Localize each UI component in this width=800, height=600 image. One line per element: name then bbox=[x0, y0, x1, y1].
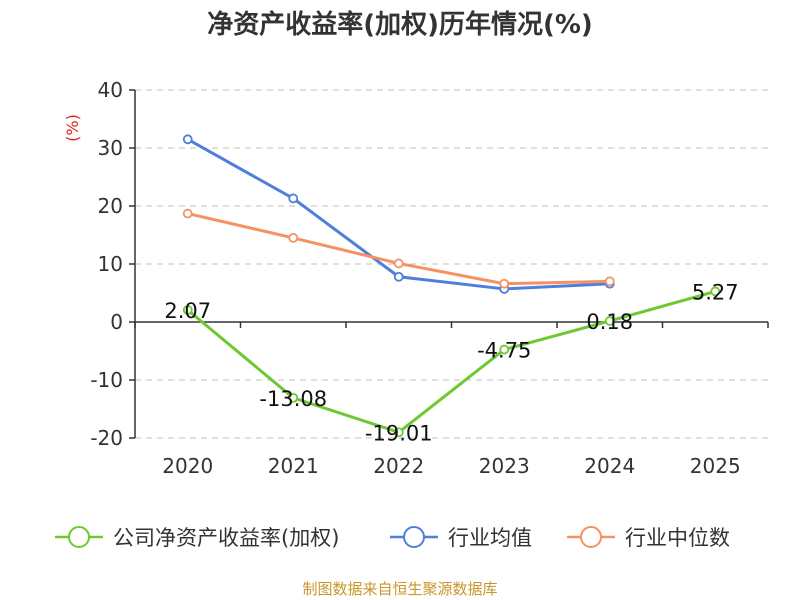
series-layer bbox=[182, 134, 721, 438]
source-note: 制图数据来自恒生聚源数据库 bbox=[302, 580, 498, 598]
y-axis-label: (%) bbox=[63, 114, 82, 142]
data-point bbox=[499, 278, 510, 289]
data-label: -4.75 bbox=[477, 339, 531, 363]
data-point bbox=[499, 344, 510, 355]
y-tick-label: 20 bbox=[98, 194, 123, 218]
data-label: 5.27 bbox=[692, 280, 739, 304]
data-point bbox=[182, 134, 193, 145]
legend-marker bbox=[580, 526, 602, 548]
legend-label: 公司净资产收益率(加权) bbox=[113, 526, 339, 550]
x-tick-label: 2025 bbox=[690, 454, 741, 478]
y-tick-label: -20 bbox=[90, 426, 123, 450]
data-point bbox=[288, 232, 299, 243]
y-tick-label: 40 bbox=[98, 78, 123, 102]
data-point bbox=[393, 258, 404, 269]
legend-marker bbox=[403, 526, 425, 548]
axis-layer: 40 30 20 10 0 -10 -20 (%) 2020 2021 2022 2023 2024 20… bbox=[63, 78, 769, 478]
y-tick-label: 10 bbox=[98, 252, 123, 276]
chart-title: 净资产收益率(加权)历年情况(%) bbox=[207, 10, 593, 40]
x-tick-label: 2022 bbox=[373, 454, 424, 478]
data-label: -13.08 bbox=[259, 387, 327, 411]
data-point bbox=[182, 208, 193, 219]
data-point bbox=[393, 427, 404, 438]
data-label: 0.18 bbox=[586, 310, 633, 334]
label-layer: 2.07 -13.08 -19.01 -4.75 0.18 5.27 bbox=[164, 280, 738, 445]
data-label: -19.01 bbox=[365, 421, 433, 445]
data-point bbox=[182, 305, 193, 315]
data-point bbox=[393, 271, 404, 282]
y-tick-label: 0 bbox=[110, 310, 123, 334]
data-point bbox=[710, 286, 721, 297]
legend-label: 行业均值 bbox=[448, 526, 532, 550]
x-tick-label: 2024 bbox=[584, 454, 635, 478]
data-point bbox=[288, 392, 299, 403]
legend-label: 行业中位数 bbox=[625, 526, 730, 550]
legend-layer: 公司净资产收益率(加权) 行业均值 行业中位数 bbox=[55, 526, 730, 550]
data-point bbox=[604, 276, 615, 287]
x-tick-label: 2021 bbox=[268, 454, 319, 478]
y-tick-label: -10 bbox=[90, 368, 123, 392]
x-tick-label: 2020 bbox=[162, 454, 213, 478]
data-point bbox=[288, 193, 299, 204]
series-line bbox=[186, 289, 716, 434]
x-tick-label: 2023 bbox=[479, 454, 530, 478]
legend-marker bbox=[68, 526, 90, 548]
data-point bbox=[604, 316, 615, 326]
y-tick-label: 30 bbox=[98, 136, 123, 160]
grid-layer bbox=[135, 89, 768, 439]
data-label: 2.07 bbox=[164, 299, 211, 323]
